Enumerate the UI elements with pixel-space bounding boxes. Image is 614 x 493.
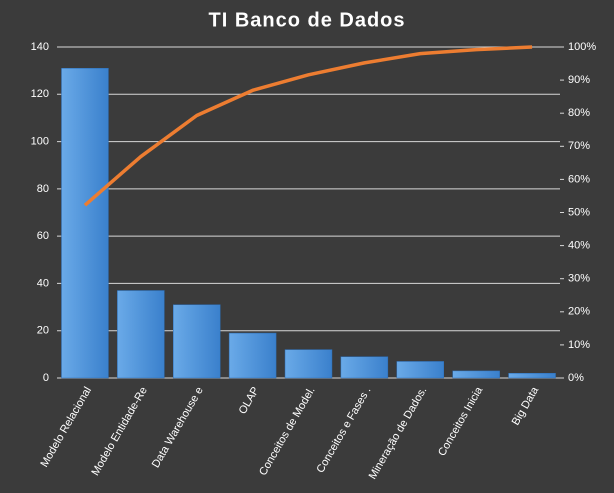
y2-tick-label: 70% [568,140,590,152]
bar [284,349,333,379]
y-tick-label: 20 [37,325,49,337]
bar [61,68,109,379]
chart-title: TI Banco de Dados [208,9,405,31]
y2-tick-label: 50% [568,206,590,218]
y-tick-label: 0 [43,372,49,384]
bar [117,290,165,379]
cumulative-line [83,45,533,207]
y-tick-label: 60 [37,230,49,242]
y2-tick-label: 80% [568,107,590,119]
y2-tick-label: 100% [568,41,596,53]
y-tick-label: 140 [31,41,49,53]
bar [508,373,556,379]
bar [340,356,389,379]
bar [172,304,221,379]
y2-tick-label: 20% [568,306,590,318]
y2-tick-label: 40% [568,240,590,252]
bar [396,361,445,379]
bar [452,370,500,379]
y2-tick-label: 10% [568,339,590,351]
y-tick-label: 100 [31,135,49,147]
y-tick-label: 120 [31,88,49,100]
bar [228,332,277,379]
y2-tick-label: 30% [568,273,590,285]
y-tick-label: 40 [37,277,49,289]
y-tick-label: 80 [37,183,49,195]
y2-tick-label: 90% [568,74,590,86]
y2-tick-label: 60% [568,173,590,185]
y2-tick-label: 0% [568,372,584,384]
